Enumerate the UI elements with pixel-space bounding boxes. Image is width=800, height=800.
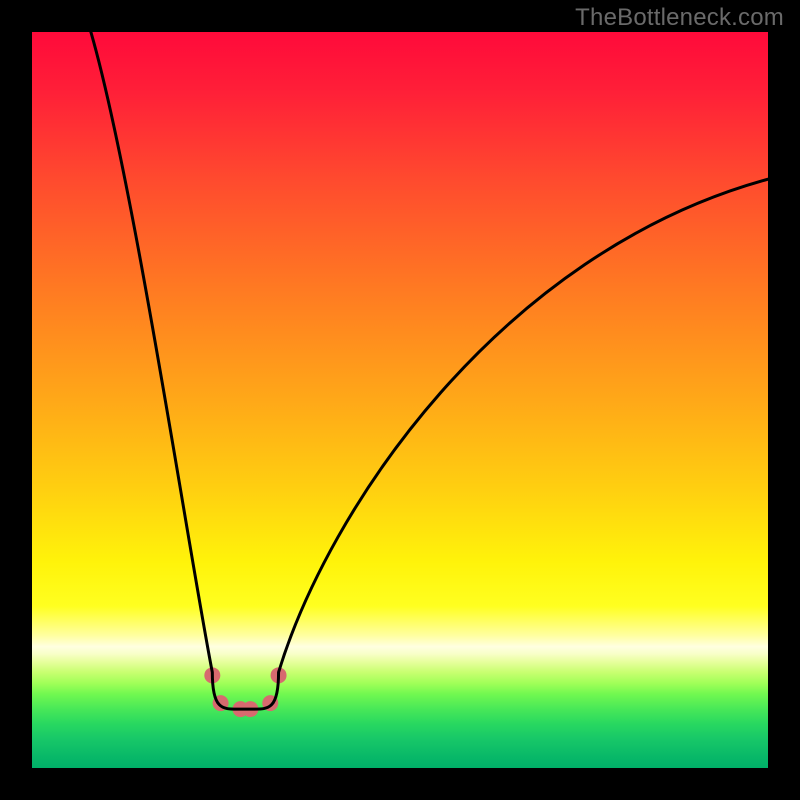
chart-root: { "canvas": { "width": 800, "height": 80… xyxy=(0,0,800,800)
gradient-background xyxy=(32,32,768,768)
v-curve-chart xyxy=(32,32,768,768)
watermark-text: TheBottleneck.com xyxy=(575,4,784,32)
